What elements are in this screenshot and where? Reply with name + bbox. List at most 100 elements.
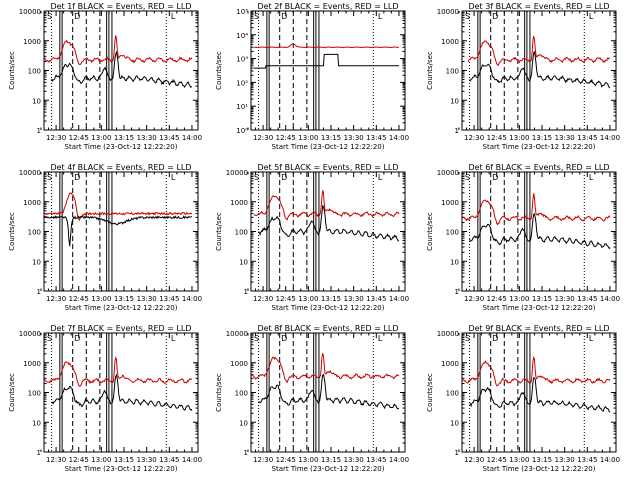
y-tick-label: 10000 xyxy=(19,169,41,177)
y-tick-label: 100 xyxy=(235,390,248,398)
x-tick-label: 13:30 xyxy=(344,134,364,142)
x-tick-label: 13:15 xyxy=(532,456,552,464)
x-tick-label: 13:15 xyxy=(114,134,134,142)
x-tick-label: 12:30 xyxy=(46,456,66,464)
plot-frame xyxy=(250,171,406,292)
x-axis-label: Start Time (23-Oct-12 12:22:20) xyxy=(65,304,178,312)
series-line xyxy=(43,215,193,247)
marker-letter: L xyxy=(589,12,594,21)
y-axis-label: Counts/sec xyxy=(426,373,434,412)
x-tick-label: 12:45 xyxy=(487,134,507,142)
x-tick-label: 12:30 xyxy=(253,134,273,142)
x-tick-label: 12:30 xyxy=(464,295,484,303)
marker-letter: L xyxy=(171,173,176,182)
x-tick-label: 13:45 xyxy=(366,295,386,303)
series-line xyxy=(467,36,611,67)
y-tick-label: 1000 xyxy=(23,199,41,207)
y-tick-label: 100 xyxy=(28,390,41,398)
chart-panel-det-2: Det 2f BLACK = Events, RED = LLD 10⁰ 10¹ 10… xyxy=(215,2,409,151)
x-tick-label: 13:45 xyxy=(159,134,179,142)
x-tick-label: 13:30 xyxy=(137,134,157,142)
y-tick-label: 10000 xyxy=(226,169,248,177)
x-tick-label: 12:45 xyxy=(487,456,507,464)
series-line xyxy=(51,373,193,411)
chart-title: Det 5f BLACK = Events, RED = LLD xyxy=(257,163,398,172)
chart-panel-det-8: Det 8f BLACK = Events, RED = LLD 1 10 100 10… xyxy=(215,324,409,473)
x-tick-label: 13:45 xyxy=(577,456,597,464)
marker-letter: L xyxy=(378,173,383,182)
x-axis-label: Start Time (23-Oct-12 12:22:20) xyxy=(65,465,178,473)
y-axis-label: Counts/sec xyxy=(215,212,223,251)
y-tick-label: 100 xyxy=(446,68,459,76)
marker-letter: S xyxy=(254,173,259,182)
chart-panel-det-6: Det 6f BLACK = Events, RED = LLD 1 10 100 10… xyxy=(426,163,620,312)
marker-letter: S xyxy=(465,12,470,21)
y-tick-label: 10 xyxy=(32,258,41,266)
x-tick-label: 13:45 xyxy=(577,295,597,303)
marker-letter: S xyxy=(47,12,52,21)
y-tick-label: 1000 xyxy=(441,199,459,207)
y-tick-label: 100 xyxy=(446,229,459,237)
marker-letter: D xyxy=(281,12,287,21)
y-tick-label: 10 xyxy=(450,258,459,266)
marker-letter: D xyxy=(74,173,80,182)
x-axis-label: Start Time (23-Oct-12 12:22:20) xyxy=(272,465,385,473)
marker-letter: D xyxy=(74,12,80,21)
x-tick-label: 13:15 xyxy=(532,295,552,303)
x-tick-label: 12:45 xyxy=(69,456,89,464)
x-tick-label: 13:30 xyxy=(555,295,575,303)
marker-letter: S xyxy=(465,334,470,343)
x-tick-label: 13:00 xyxy=(91,295,111,303)
x-tick-label: 14:00 xyxy=(182,456,202,464)
x-tick-label: 12:45 xyxy=(69,295,89,303)
y-tick-label: 10 xyxy=(239,419,248,427)
y-axis-label: Counts/sec xyxy=(215,51,223,90)
marker-letter: D xyxy=(281,334,287,343)
x-tick-label: 12:45 xyxy=(69,134,89,142)
chart-title: Det 3f BLACK = Events, RED = LLD xyxy=(468,2,609,11)
x-axis-label: Start Time (23-Oct-12 12:22:20) xyxy=(483,465,596,473)
y-axis-label: Counts/sec xyxy=(215,373,223,412)
series-line xyxy=(254,53,399,69)
y-tick-label: 1000 xyxy=(230,199,248,207)
series-line xyxy=(51,50,193,89)
marker-letter: L xyxy=(171,12,176,21)
x-tick-label: 13:30 xyxy=(137,295,157,303)
marker-letter: S xyxy=(47,334,52,343)
y-tick-label: 1000 xyxy=(23,38,41,46)
x-tick-label: 14:00 xyxy=(600,456,620,464)
x-tick-label: 13:00 xyxy=(91,134,111,142)
x-tick-label: 14:00 xyxy=(600,134,620,142)
x-tick-label: 13:15 xyxy=(114,295,134,303)
y-tick-label: 1 xyxy=(455,127,459,135)
y-tick-label: 1000 xyxy=(441,360,459,368)
chart-title: Det 2f BLACK = Events, RED = LLD xyxy=(257,2,398,11)
x-tick-label: 13:00 xyxy=(298,456,318,464)
x-tick-label: 14:00 xyxy=(389,134,409,142)
marker-letter: L xyxy=(589,334,594,343)
marker-letter: L xyxy=(378,334,383,343)
y-tick-label: 10³ xyxy=(236,56,248,64)
marker-letter: D xyxy=(492,173,498,182)
series-line xyxy=(258,373,400,410)
y-tick-label: 100 xyxy=(28,229,41,237)
chart-panel-det-3: Det 3f BLACK = Events, RED = LLD 1 10 100 10… xyxy=(426,2,620,151)
series-line xyxy=(469,377,611,413)
y-axis-label: Counts/sec xyxy=(8,212,16,251)
y-tick-label: 10 xyxy=(450,419,459,427)
marker-letter: D xyxy=(492,12,498,21)
x-tick-label: 14:00 xyxy=(389,295,409,303)
y-tick-label: 10 xyxy=(32,97,41,105)
x-tick-label: 13:15 xyxy=(321,134,341,142)
x-tick-label: 13:30 xyxy=(137,456,157,464)
series-line xyxy=(43,35,193,66)
marker-letter: L xyxy=(378,12,383,21)
plot-frame xyxy=(43,10,199,131)
x-tick-label: 13:15 xyxy=(532,134,552,142)
x-tick-label: 13:45 xyxy=(159,456,179,464)
y-tick-label: 10000 xyxy=(226,330,248,338)
x-tick-label: 13:30 xyxy=(555,134,575,142)
chart-panel-det-9: Det 9f BLACK = Events, RED = LLD 1 10 100 10… xyxy=(426,324,620,473)
x-tick-label: 13:15 xyxy=(114,456,134,464)
